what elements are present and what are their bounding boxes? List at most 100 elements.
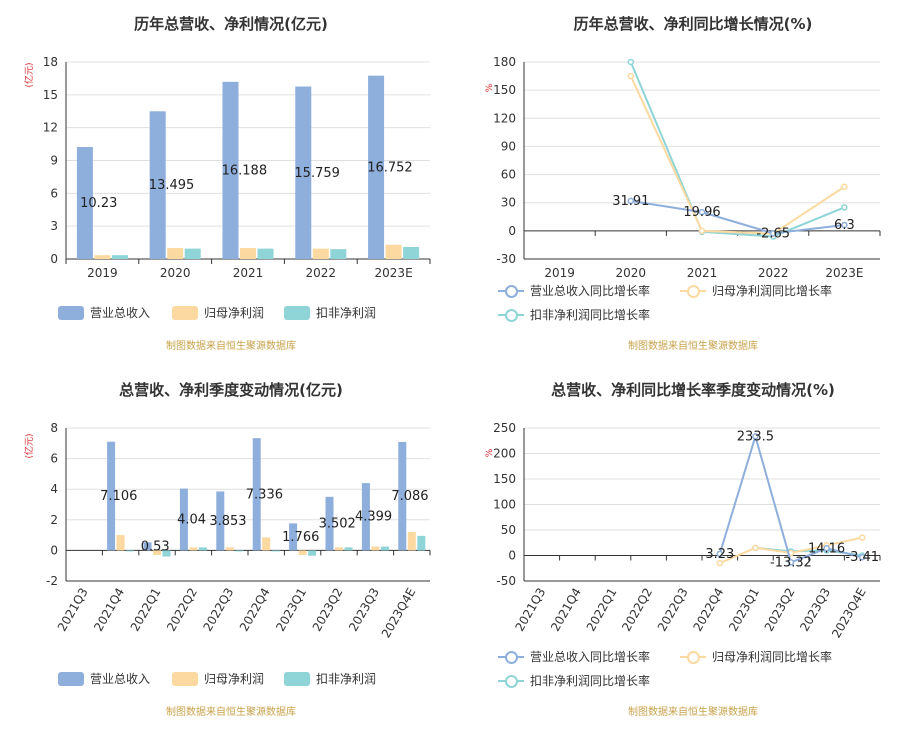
bar <box>295 86 312 260</box>
y-axis-label: (亿元) <box>23 62 35 87</box>
y-tick-label: 180 <box>493 55 516 69</box>
bar <box>262 537 271 551</box>
legend-label: 扣非净利润同比增长率 <box>530 674 651 688</box>
legend-item[interactable]: 归母净利润同比增长率 <box>680 282 832 299</box>
bar <box>235 550 244 552</box>
legend-swatch <box>680 650 706 664</box>
data-point <box>823 545 830 552</box>
x-tick-label: 2022Q1 <box>584 586 620 634</box>
legend-item[interactable]: 归母净利润 <box>172 670 264 687</box>
y-tick-label: 50 <box>501 523 516 537</box>
bar <box>239 248 257 259</box>
data-label: 3.23 <box>705 547 734 562</box>
data-label: 10.23 <box>80 196 117 211</box>
data-point <box>858 553 866 561</box>
x-tick-label: 2022Q1 <box>128 586 164 634</box>
bar <box>368 75 385 260</box>
bar <box>407 532 416 551</box>
data-label: 4.399 <box>355 510 392 525</box>
bar <box>111 255 128 259</box>
x-tick-label: 2021Q4 <box>91 586 127 634</box>
y-tick-label: -2 <box>46 574 58 588</box>
data-label: 0.53 <box>141 539 170 554</box>
bar <box>126 550 135 552</box>
legend-item[interactable]: 扣非净利润 <box>284 670 376 687</box>
legend-label: 归母净利润 <box>204 672 265 686</box>
bar <box>152 550 162 555</box>
x-tick-label: 2022Q2 <box>164 586 200 634</box>
bar <box>198 547 207 551</box>
y-tick-label: 12 <box>43 121 58 135</box>
x-tick-label: 2019 <box>87 266 118 280</box>
legend-swatch <box>284 305 310 320</box>
legend-item[interactable]: 归母净利润同比增长率 <box>680 648 832 665</box>
bar <box>385 244 402 259</box>
bar <box>330 249 347 259</box>
x-tick-label: 2020 <box>160 266 191 280</box>
data-point <box>627 72 635 80</box>
x-tick-label: 2022Q2 <box>619 586 655 634</box>
legend-swatch <box>498 284 524 298</box>
data-label: 4.04 <box>177 512 206 527</box>
x-tick-label: 2023Q1 <box>726 586 762 634</box>
x-tick-label: 2023E <box>375 266 413 280</box>
legend-item[interactable]: 扣非净利润同比增长率 <box>498 306 650 323</box>
data-label: 19.96 <box>683 205 720 220</box>
bar <box>189 547 198 551</box>
legend-label: 营业总收入 <box>90 672 151 686</box>
x-tick-label: 2023Q2 <box>762 586 798 634</box>
bar <box>298 550 307 555</box>
y-tick-label: 30 <box>501 196 516 210</box>
legend-item[interactable]: 营业总收入同比增长率 <box>498 648 650 665</box>
x-tick-label: 2023Q4E <box>379 586 419 641</box>
y-tick-label: 8 <box>50 421 58 435</box>
chart-title: 历年总营收、净利情况(亿元) <box>134 15 328 33</box>
data-label: 3.853 <box>209 514 246 529</box>
data-label: 16.752 <box>367 160 413 175</box>
legend-item[interactable]: 营业总收入 <box>58 670 150 687</box>
y-tick-label: 18 <box>43 55 58 69</box>
data-label: 6.3 <box>834 218 855 233</box>
data-point <box>698 208 706 216</box>
bar <box>308 550 317 556</box>
data-point <box>787 559 795 566</box>
data-point <box>752 433 759 440</box>
data-label: 14.16 <box>808 541 845 556</box>
y-tick-label: 0 <box>50 543 58 557</box>
legend-item[interactable]: 营业总收入同比增长率 <box>498 282 650 299</box>
bar <box>271 550 280 552</box>
y-tick-label: 120 <box>493 111 516 125</box>
legend-item[interactable]: 归母净利润 <box>172 304 264 321</box>
y-tick-label: 3 <box>50 219 58 233</box>
bar <box>344 547 353 551</box>
bar <box>371 546 380 551</box>
y-tick-label: 0 <box>50 252 58 266</box>
bar <box>116 535 125 551</box>
data-label: 13.495 <box>149 178 195 193</box>
legend-swatch <box>284 671 310 686</box>
data-point <box>716 550 724 558</box>
bar <box>143 542 152 551</box>
bar <box>252 438 261 551</box>
legend-item[interactable]: 扣非净利润同比增长率 <box>498 672 650 689</box>
y-tick-label: 100 <box>493 498 516 512</box>
source-note: 制图数据来自恒生聚源数据库 <box>628 707 758 718</box>
legend-item[interactable]: 营业总收入 <box>58 304 150 321</box>
bar <box>417 535 426 551</box>
quarterly-growth-panel: 总营收、净利同比增长率季度变动情况(%) % -50 0 50 100 150 200 250… <box>462 366 924 733</box>
data-label: 31.91 <box>612 194 649 209</box>
x-tick-label: 2023E <box>825 266 863 280</box>
x-tick-label: 2022 <box>306 266 337 280</box>
bar <box>380 546 389 551</box>
bar <box>107 441 116 551</box>
annual-revenue-profit-chart: (亿元) 0 3 6 9 12 15 18 2019 2020 2021 2022 2023E 10.23… <box>23 55 431 280</box>
bar <box>149 111 166 260</box>
source-note: 制图数据来自恒生聚源数据库 <box>166 341 296 352</box>
legend-swatch <box>172 305 198 320</box>
chart-title: 总营收、净利季度变动情况(亿元) <box>119 381 343 399</box>
legend-label: 归母净利润同比增长率 <box>712 284 833 298</box>
legend-item[interactable]: 扣非净利润 <box>284 304 376 321</box>
annual-growth-chart: % -30 0 30 60 90 120 150 180 2019 2020 2021 2022 2023… <box>485 55 881 280</box>
legend-label: 扣非净利润同比增长率 <box>530 308 651 322</box>
